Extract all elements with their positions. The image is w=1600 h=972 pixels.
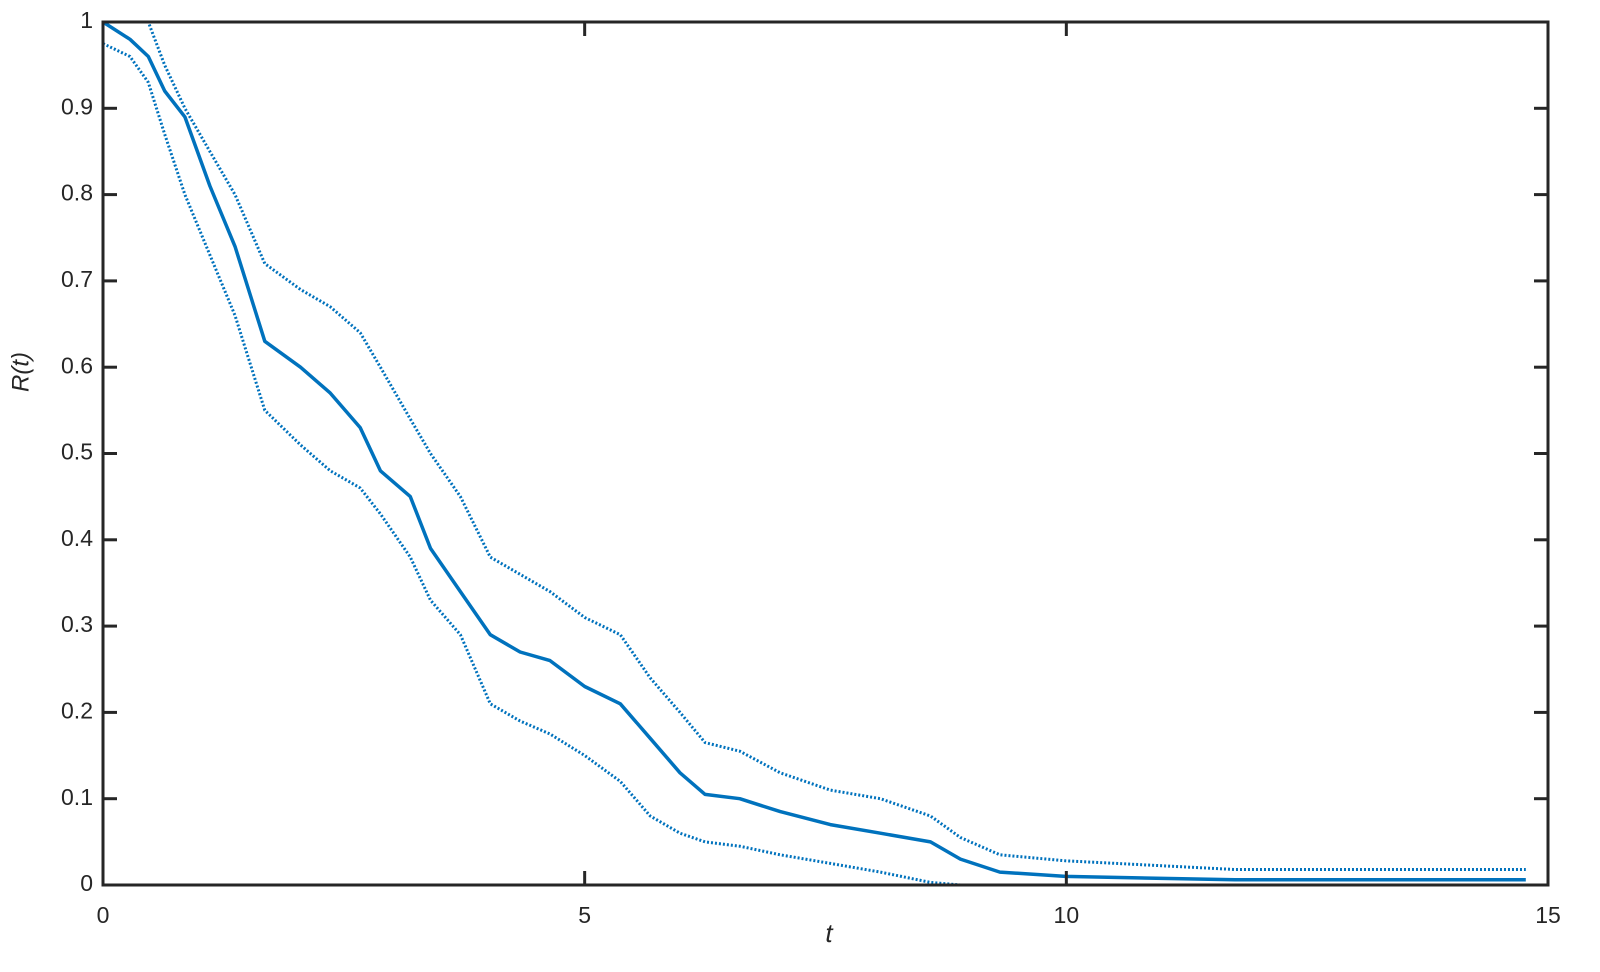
y-tick-label: 0.7 <box>61 266 93 292</box>
y-tick-label: 0.8 <box>61 180 93 206</box>
y-tick-label: 0.1 <box>61 784 93 810</box>
confidence-bound <box>103 20 1526 871</box>
y-tick-label: 0.2 <box>61 697 93 723</box>
survival-curve <box>102 20 1526 882</box>
x-tick-label: 0 <box>97 902 110 928</box>
y-tick-label: 0.6 <box>61 352 93 378</box>
x-tick-label: 15 <box>1535 902 1561 928</box>
x-tick-label: 10 <box>1054 902 1080 928</box>
y-axis-label: R(t) <box>7 352 34 392</box>
x-tick-label: 5 <box>578 902 591 928</box>
x-axis-label: t <box>825 918 834 948</box>
y-tick-label: 0.5 <box>61 439 93 465</box>
y-tick-label: 0.3 <box>61 611 93 637</box>
y-tick-label: 0 <box>80 870 93 896</box>
y-tick-label: 0.9 <box>61 93 93 119</box>
plot-box <box>101 20 1550 887</box>
confidence-bound <box>102 42 1526 887</box>
y-tick-label: 1 <box>80 7 93 33</box>
y-tick-label: 0.4 <box>61 525 93 551</box>
